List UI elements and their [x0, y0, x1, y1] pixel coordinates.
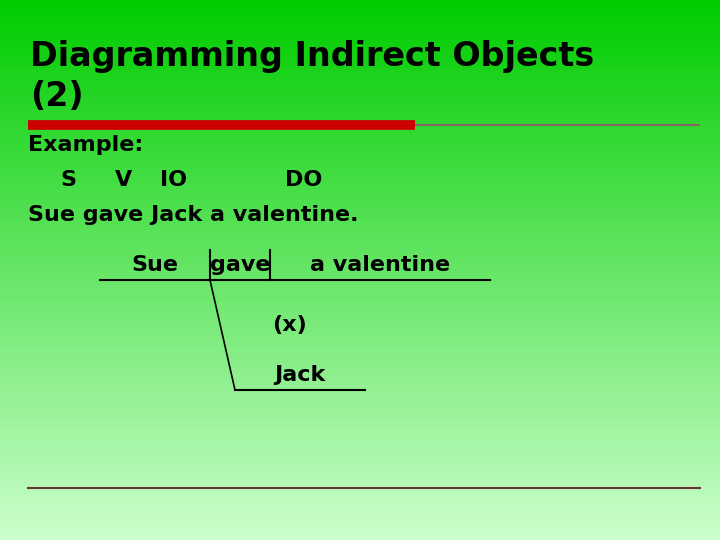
Text: (x): (x)	[273, 315, 307, 335]
Text: gave: gave	[210, 255, 270, 275]
Text: DO: DO	[285, 170, 323, 190]
Text: V: V	[115, 170, 132, 190]
Text: S: S	[60, 170, 76, 190]
Text: IO: IO	[160, 170, 187, 190]
Text: Sue: Sue	[132, 255, 179, 275]
Text: (2): (2)	[30, 80, 84, 113]
Text: Diagramming Indirect Objects: Diagramming Indirect Objects	[30, 40, 594, 73]
Text: a valentine: a valentine	[310, 255, 450, 275]
Text: Example:: Example:	[28, 135, 143, 155]
Text: Sue gave Jack a valentine.: Sue gave Jack a valentine.	[28, 205, 359, 225]
Text: Jack: Jack	[274, 365, 325, 385]
